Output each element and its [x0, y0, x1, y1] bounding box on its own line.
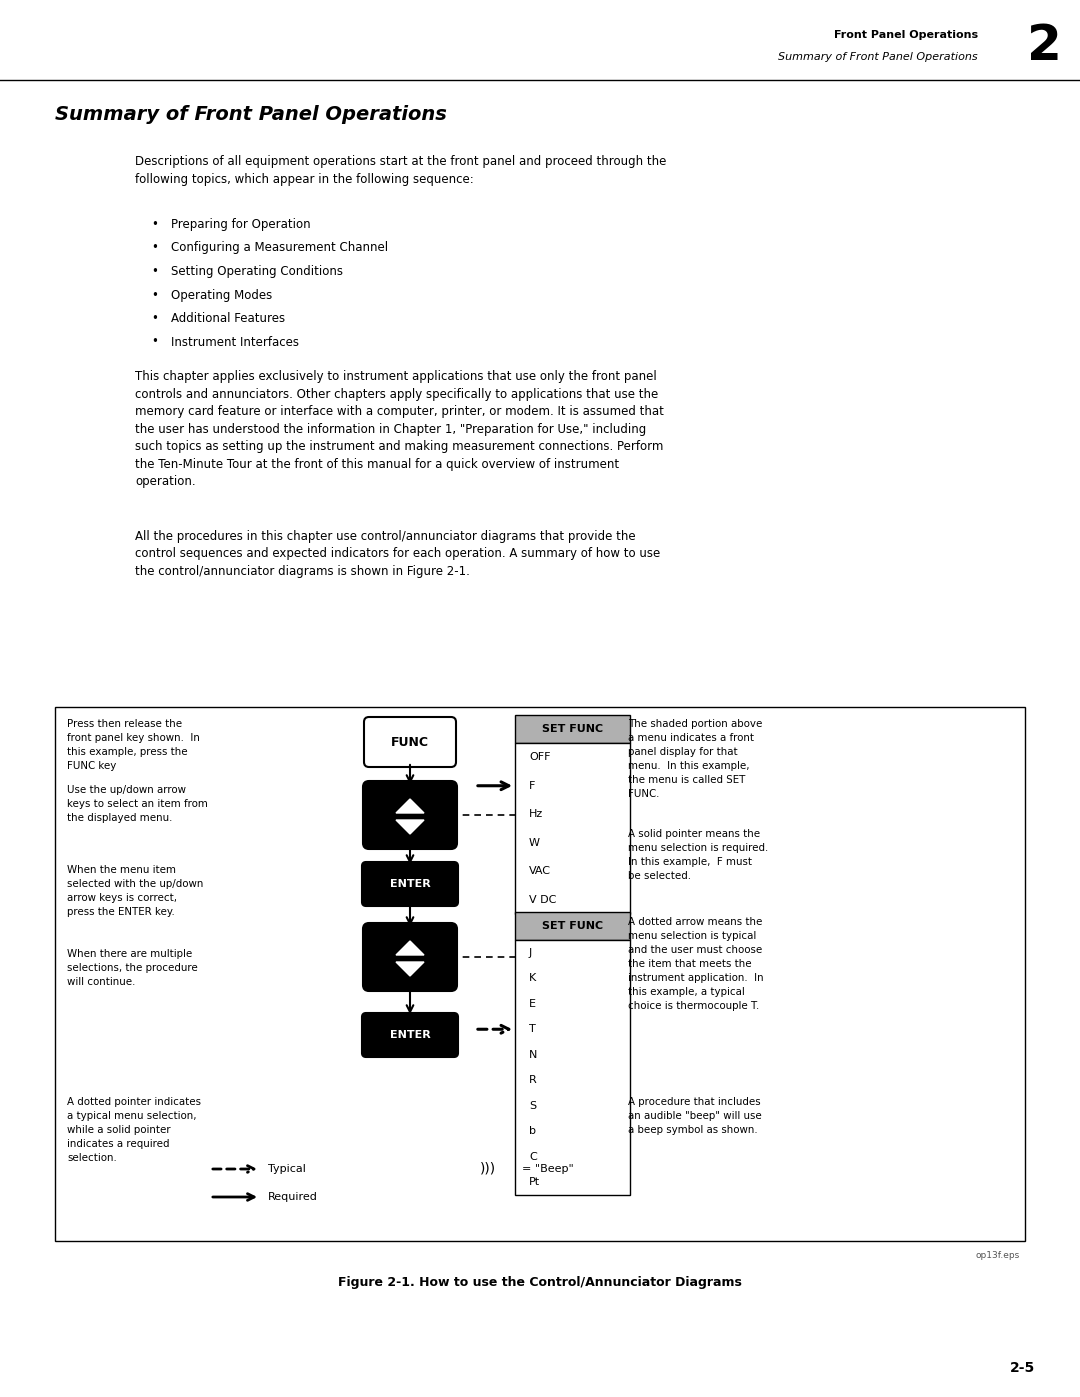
Text: Figure 2-1. How to use the Control/Annunciator Diagrams: Figure 2-1. How to use the Control/Annun… [338, 1275, 742, 1289]
Text: When there are multiple
selections, the procedure
will continue.: When there are multiple selections, the … [67, 949, 198, 988]
Text: W: W [529, 838, 540, 848]
FancyBboxPatch shape [363, 923, 457, 990]
Text: b: b [529, 1126, 536, 1136]
Text: C: C [529, 1151, 537, 1162]
Text: V DC: V DC [529, 894, 556, 905]
Text: FUNC: FUNC [391, 735, 429, 749]
Text: •: • [151, 289, 158, 302]
Text: •: • [151, 242, 158, 254]
Text: Front Panel Operations: Front Panel Operations [834, 29, 978, 41]
Text: •: • [151, 265, 158, 278]
Text: •: • [151, 312, 158, 326]
Text: Configuring a Measurement Channel: Configuring a Measurement Channel [171, 242, 388, 254]
Text: SET FUNC: SET FUNC [542, 724, 603, 733]
Text: S: S [529, 1101, 536, 1111]
Text: = "Beep": = "Beep" [522, 1164, 573, 1173]
Text: The shaded portion above
a menu indicates a front
panel display for that
menu.  : The shaded portion above a menu indicate… [627, 719, 762, 799]
Text: Operating Modes: Operating Modes [171, 289, 272, 302]
Text: Preparing for Operation: Preparing for Operation [171, 218, 311, 231]
Text: Instrument Interfaces: Instrument Interfaces [171, 335, 299, 348]
Polygon shape [396, 942, 424, 956]
Text: K: K [529, 974, 537, 983]
Text: •: • [151, 335, 158, 348]
Text: A dotted arrow means the
menu selection is typical
and the user must choose
the : A dotted arrow means the menu selection … [627, 916, 764, 1011]
FancyBboxPatch shape [362, 1013, 458, 1058]
FancyBboxPatch shape [364, 717, 456, 767]
Text: J: J [529, 947, 532, 958]
Text: A dotted pointer indicates
a typical menu selection,
while a solid pointer
indic: A dotted pointer indicates a typical men… [67, 1097, 201, 1162]
Text: R: R [529, 1076, 537, 1085]
Bar [515, 715, 630, 743]
Text: op13f.eps: op13f.eps [975, 1250, 1020, 1260]
Text: Additional Features: Additional Features [171, 312, 285, 326]
Text: E: E [529, 999, 536, 1009]
Text: All the procedures in this chapter use control/annunciator diagrams that provide: All the procedures in this chapter use c… [135, 529, 660, 578]
Bar [515, 912, 630, 940]
Text: ))): ))) [480, 1162, 496, 1176]
Text: 2-5: 2-5 [1010, 1361, 1035, 1375]
Text: Typical: Typical [268, 1164, 306, 1173]
Text: Summary of Front Panel Operations: Summary of Front Panel Operations [779, 52, 978, 61]
Text: This chapter applies exclusively to instrument applications that use only the fr: This chapter applies exclusively to inst… [135, 370, 664, 488]
Text: OFF: OFF [529, 752, 551, 763]
Text: VAC: VAC [529, 866, 551, 876]
Text: F: F [529, 781, 536, 791]
Text: ENTER: ENTER [390, 879, 430, 888]
Polygon shape [396, 963, 424, 977]
Text: T: T [529, 1024, 536, 1034]
Polygon shape [396, 820, 424, 834]
Text: When the menu item
selected with the up/down
arrow keys is correct,
press the EN: When the menu item selected with the up/… [67, 865, 203, 916]
Bar [515, 743, 630, 914]
Text: Summary of Front Panel Operations: Summary of Front Panel Operations [55, 105, 447, 124]
FancyBboxPatch shape [363, 781, 457, 849]
Text: 2: 2 [1027, 22, 1062, 70]
Text: Pt: Pt [529, 1178, 540, 1187]
Text: Descriptions of all equipment operations start at the front panel and proceed th: Descriptions of all equipment operations… [135, 155, 666, 186]
Text: Use the up/down arrow
keys to select an item from
the displayed menu.: Use the up/down arrow keys to select an … [67, 785, 207, 823]
Text: A solid pointer means the
menu selection is required.
In this example,  F must
b: A solid pointer means the menu selection… [627, 828, 768, 882]
Text: A procedure that includes
an audible "beep" will use
a beep symbol as shown.: A procedure that includes an audible "be… [627, 1097, 761, 1134]
Text: Required: Required [268, 1192, 318, 1201]
FancyBboxPatch shape [362, 862, 458, 907]
Bar [55, 707, 1025, 1241]
Text: ENTER: ENTER [390, 1030, 430, 1039]
Text: Press then release the
front panel key shown.  In
this example, press the
FUNC k: Press then release the front panel key s… [67, 719, 200, 771]
Bar [515, 940, 630, 1194]
Text: Hz: Hz [529, 809, 543, 819]
Polygon shape [396, 799, 424, 813]
Text: Setting Operating Conditions: Setting Operating Conditions [171, 265, 343, 278]
Text: N: N [529, 1049, 538, 1060]
Text: SET FUNC: SET FUNC [542, 921, 603, 930]
Text: •: • [151, 218, 158, 231]
